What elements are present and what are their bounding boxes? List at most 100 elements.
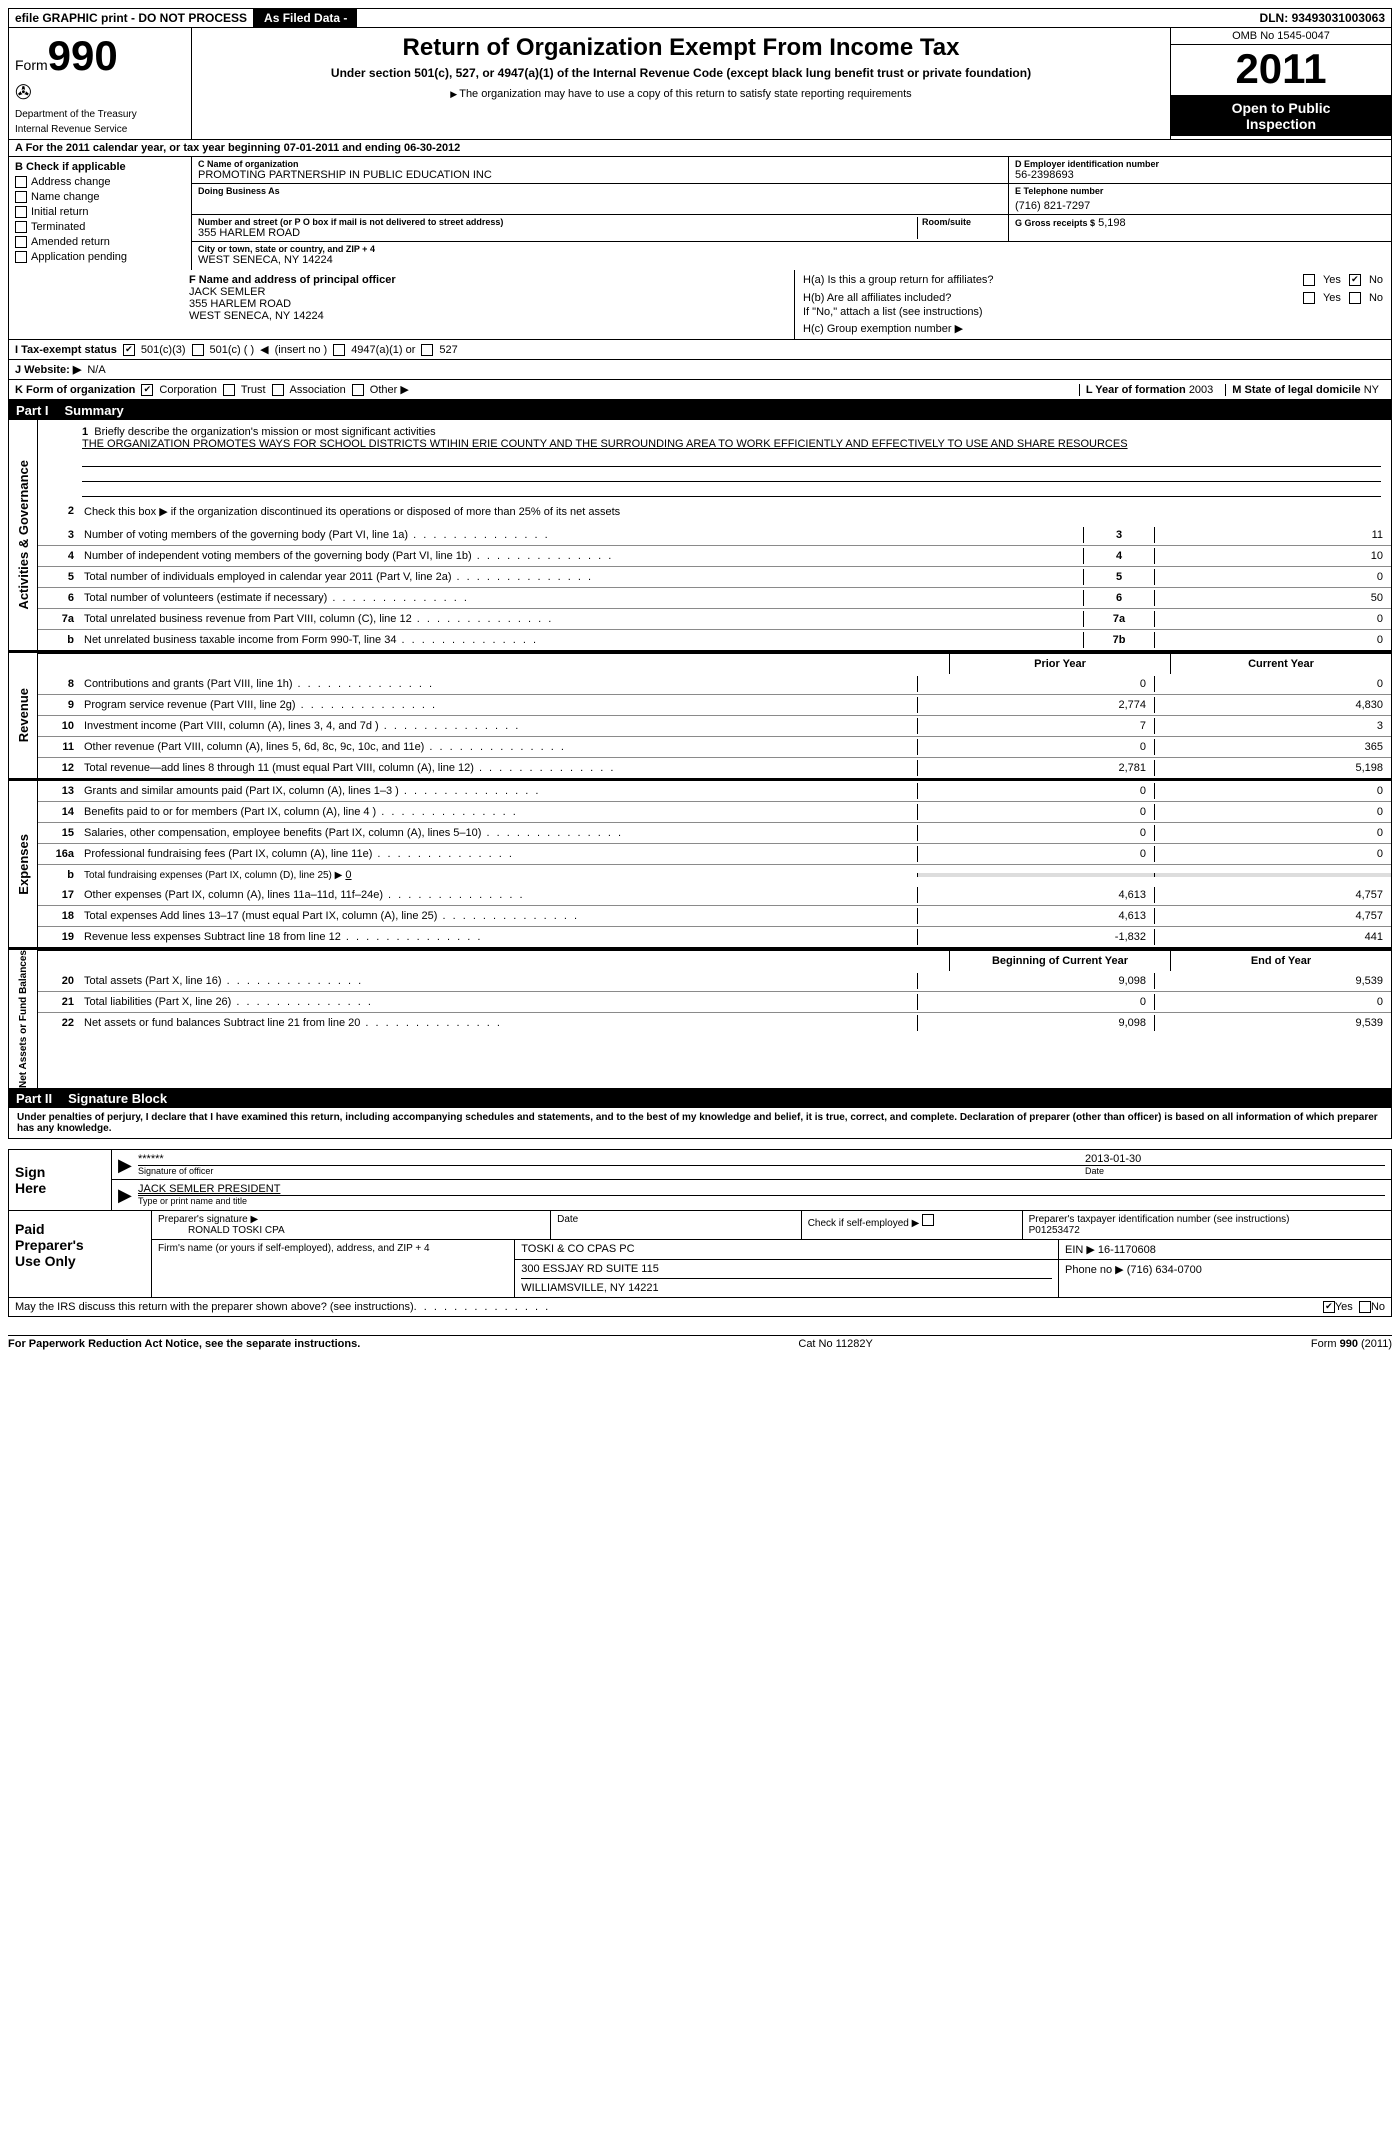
- b-checkbox[interactable]: [15, 206, 27, 218]
- b-checkbox[interactable]: [15, 176, 27, 188]
- ein-label: EIN ▶: [1065, 1244, 1095, 1256]
- k-assoc: Association: [290, 384, 346, 396]
- b-checkbox[interactable]: [15, 251, 27, 263]
- street-label: Number and street (or P O box if mail is…: [198, 217, 917, 227]
- sig-officer-label: Signature of officer: [138, 1165, 1085, 1176]
- no-label: No: [1369, 274, 1383, 286]
- current-year-header: Current Year: [1170, 654, 1391, 674]
- tax-year: 2011: [1171, 45, 1391, 96]
- prep-name: RONALD TOSKI CPA: [188, 1225, 544, 1236]
- discuss-text: May the IRS discuss this return with the…: [15, 1301, 414, 1313]
- org-name: PROMOTING PARTNERSHIP IN PUBLIC EDUCATIO…: [198, 169, 1002, 181]
- form-id-box: Form990 ✇ Department of the Treasury Int…: [9, 28, 192, 139]
- dln-value: 93493031003063: [1292, 11, 1385, 25]
- form-number: 990: [48, 32, 118, 79]
- part1-header: Part I Summary: [8, 401, 1392, 420]
- i-501c-checkbox[interactable]: [192, 344, 204, 356]
- self-employed-checkbox[interactable]: [922, 1214, 934, 1226]
- ha-no-checkbox[interactable]: ✔: [1349, 274, 1361, 286]
- part2-header: Part II Signature Block: [8, 1089, 1392, 1108]
- k-label: K Form of organization: [15, 384, 135, 396]
- netassets-side-label: Net Assets or Fund Balances: [9, 950, 38, 1088]
- i-527: 527: [439, 344, 457, 356]
- city-label: City or town, state or country, and ZIP …: [198, 244, 1385, 254]
- c-name-label: C Name of organization: [198, 159, 1002, 169]
- i-label: I Tax-exempt status: [15, 344, 117, 356]
- b-checkbox[interactable]: [15, 221, 27, 233]
- i-501c3: 501(c)(3): [141, 344, 186, 356]
- ha-yes-checkbox[interactable]: [1303, 274, 1315, 286]
- b-item-label: Initial return: [31, 206, 88, 218]
- form-word: Form: [15, 57, 48, 73]
- section-cdefg: C Name of organization PROMOTING PARTNER…: [192, 157, 1391, 270]
- section-b: B Check if applicable Address changeName…: [9, 157, 192, 270]
- m-label: M State of legal domicile: [1232, 384, 1360, 396]
- g-label: G Gross receipts $: [1015, 218, 1095, 228]
- b-checkbox[interactable]: [15, 236, 27, 248]
- k-trust-checkbox[interactable]: [223, 384, 235, 396]
- discuss-no-checkbox[interactable]: [1359, 1301, 1371, 1313]
- dln: DLN: 93493031003063: [1254, 9, 1391, 27]
- part1-tag: Part I: [16, 403, 49, 418]
- open-public-1: Open to Public: [1173, 100, 1389, 116]
- hc-label: H(c) Group exemption number: [803, 323, 952, 335]
- discuss-no: No: [1371, 1301, 1385, 1313]
- sig-stars: ******: [138, 1153, 1085, 1165]
- officer-name: JACK SEMLER: [189, 286, 786, 298]
- discuss-yes: Yes: [1335, 1301, 1353, 1313]
- omb-number: OMB No 1545-0047: [1171, 28, 1391, 45]
- b-item-label: Address change: [31, 176, 111, 188]
- yes-label: Yes: [1323, 274, 1341, 286]
- title-box: Return of Organization Exempt From Incom…: [192, 28, 1171, 139]
- j-label: J Website: ▶: [15, 363, 81, 376]
- k-assoc-checkbox[interactable]: [272, 384, 284, 396]
- discuss-yes-checkbox[interactable]: ✔: [1323, 1301, 1335, 1313]
- k-corp-checkbox[interactable]: ✔: [141, 384, 153, 396]
- gross-receipts: 5,198: [1098, 217, 1126, 229]
- b-item-label: Terminated: [31, 221, 85, 233]
- netassets-section: Net Assets or Fund Balances Beginning of…: [8, 948, 1392, 1089]
- line16b-value: 0: [345, 869, 351, 881]
- prior-year-header: Prior Year: [949, 654, 1170, 674]
- expenses-section: Expenses 13Grants and similar amounts pa…: [8, 779, 1392, 948]
- i-501c3-checkbox[interactable]: ✔: [123, 344, 135, 356]
- preparer-left-label: Paid Preparer's Use Only: [9, 1211, 152, 1297]
- prep-addr2: WILLIAMSVILLE, NY 14221: [521, 1279, 1052, 1294]
- page-footer: For Paperwork Reduction Act Notice, see …: [8, 1335, 1392, 1350]
- expenses-side-label: Expenses: [9, 781, 38, 947]
- hb-yes-checkbox[interactable]: [1303, 292, 1315, 304]
- officer-city: WEST SENECA, NY 14224: [189, 310, 786, 322]
- b-item-label: Application pending: [31, 251, 127, 263]
- ha-label: H(a) Is this a group return for affiliat…: [803, 274, 1295, 286]
- sig-name-label: Type or print name and title: [138, 1195, 1385, 1206]
- k-other: Other ▶: [370, 383, 409, 396]
- prep-addr1: 300 ESSJAY RD SUITE 115: [521, 1263, 1052, 1279]
- hb-no-checkbox[interactable]: [1349, 292, 1361, 304]
- sign-here-label: Sign Here: [9, 1150, 112, 1210]
- revenue-side-label: Revenue: [9, 653, 38, 778]
- b-checkbox[interactable]: [15, 191, 27, 203]
- preparer-block: Paid Preparer's Use Only Preparer's sign…: [8, 1211, 1392, 1298]
- e-label: E Telephone number: [1015, 186, 1385, 196]
- k-other-checkbox[interactable]: [352, 384, 364, 396]
- section-j: J Website: ▶ N/A: [9, 360, 1391, 380]
- part2-tag: Part II: [16, 1091, 52, 1106]
- sig-date-label: Date: [1085, 1165, 1385, 1176]
- footer-left: For Paperwork Reduction Act Notice, see …: [8, 1338, 360, 1350]
- footer-right: Form 990 (2011): [1311, 1338, 1392, 1350]
- i-4947-checkbox[interactable]: [333, 344, 345, 356]
- i-501c: 501(c) ( ): [210, 344, 255, 356]
- end-year-header: End of Year: [1170, 951, 1391, 971]
- sig-date: 2013-01-30: [1085, 1153, 1385, 1165]
- room-label: Room/suite: [922, 217, 1002, 227]
- prep-sig-label: Preparer's signature ▶: [158, 1214, 544, 1225]
- f-label: F Name and address of principal officer: [189, 274, 396, 286]
- i-insert: (insert no ): [275, 344, 328, 356]
- l-label: L Year of formation: [1086, 384, 1186, 396]
- yes-label-2: Yes: [1323, 292, 1341, 304]
- discuss-row: May the IRS discuss this return with the…: [8, 1298, 1392, 1317]
- i-527-checkbox[interactable]: [421, 344, 433, 356]
- form-title: Return of Organization Exempt From Incom…: [200, 34, 1162, 62]
- part1-title: Summary: [65, 403, 124, 418]
- b-item-label: Amended return: [31, 236, 110, 248]
